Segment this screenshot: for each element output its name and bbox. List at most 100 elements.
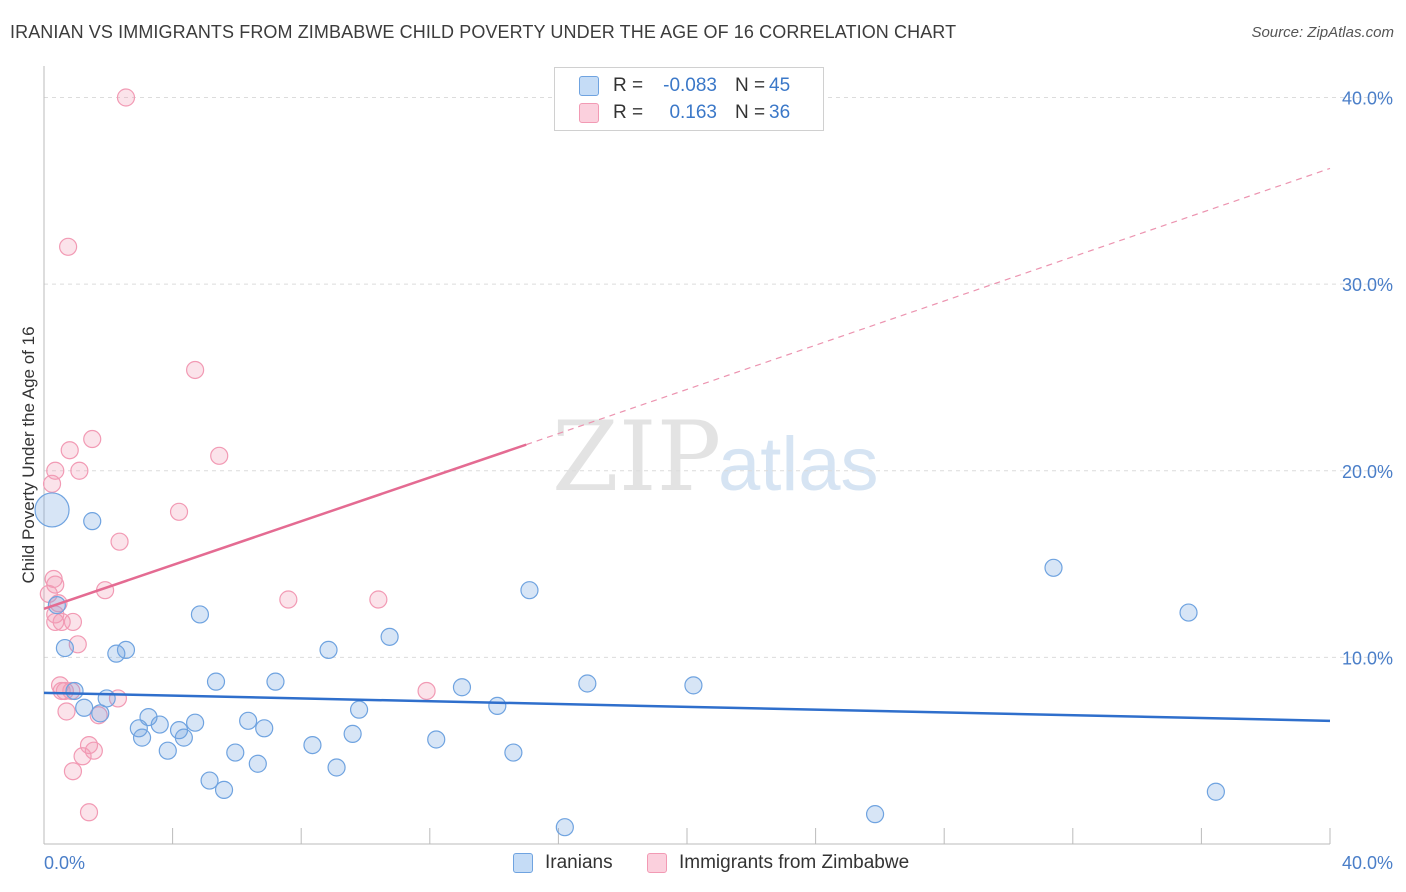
iranians-point [1044,558,1063,577]
iranians-point [684,676,703,695]
iranians-point [504,743,523,762]
iranians-point [266,672,285,691]
zimbabwe-swatch [579,103,599,123]
iranians-point [520,581,539,600]
iranians-point [174,728,193,747]
iranians-point [248,754,267,773]
iranians-point [452,678,472,697]
iranians-point [1179,603,1198,622]
iranians-point [865,805,885,824]
watermark-atlas: atlas [718,422,879,507]
iranians-legend-label: Iranians [545,852,613,873]
iranians-point [380,627,399,646]
zimbabwe-trend-line [43,443,527,611]
zimbabwe-point [63,762,83,781]
y-tick-label: 10.0% [1342,648,1393,668]
zimbabwe-points [39,88,436,822]
zimbabwe-point [417,681,436,701]
iranians-point [97,689,116,708]
iranians-point [488,696,507,715]
zimbabwe-point [79,735,99,755]
iranians-point [75,698,94,717]
zimbabwe-point [70,461,89,480]
zimbabwe-point [110,532,129,551]
gridlines [44,97,1392,658]
x-tick-label: 40.0% [1342,853,1393,873]
zimbabwe-point [369,590,388,609]
iranians-point [116,640,136,660]
iranians-points [34,492,1225,837]
zimbabwe-legend-swatch [647,853,667,873]
zimbabwe-point [63,612,83,632]
legend-item-zimbabwe: Immigrants from Zimbabwe [647,852,909,874]
iranians-point [319,640,338,660]
iranians-point [239,711,258,730]
y-axis-label: Child Poverty Under the Age of 16 [19,326,38,583]
zimbabwe-point [57,702,76,721]
n-label: N = [735,75,766,96]
iranians-point [206,672,226,691]
y-tick-label: 30.0% [1342,275,1393,295]
iranians-point [555,818,574,837]
iranians-point [150,715,169,734]
zimbabwe-point [116,88,136,107]
watermark: ZIP atlas [552,401,879,513]
iranians-point [303,735,322,755]
n-value: 45 [769,75,791,96]
iranians-swatch [579,76,599,96]
iranians-point [34,492,70,528]
iranians-point [132,728,152,747]
r-value: -0.083 [663,75,717,96]
series-legend: Iranians Immigrants from Zimbabwe [0,852,1406,878]
n-value: 36 [769,102,791,123]
iranians-point [255,719,274,738]
legend-row-iranians: R = -0.083 N = 45 [579,74,790,98]
y-tick-label: 20.0% [1342,462,1393,482]
r-label: R = [613,75,644,96]
n-label: N = [735,102,766,123]
iranians-point [1206,782,1225,801]
zimbabwe-point [73,747,92,766]
iranians-point [343,724,362,743]
iranians-point [186,713,205,732]
r-label: R = [613,102,644,123]
iranians-point [214,780,234,799]
zimbabwe-legend-label: Immigrants from Zimbabwe [679,852,910,873]
zimbabwe-point [84,741,103,760]
zimbabwe-trend-extension [526,167,1331,446]
zimbabwe-point [46,575,65,594]
axes [43,66,1331,845]
chart-title: IRANIAN VS IMMIGRANTS FROM ZIMBABWE CHIL… [10,22,957,42]
legend-item-iranians: Iranians [513,852,613,874]
iranians-point [349,700,369,719]
zimbabwe-point [169,502,189,521]
zimbabwe-point [55,681,74,701]
iranians-point [226,743,245,762]
iranians-legend-swatch [513,853,533,873]
legend-row-zimbabwe: R = 0.163 N = 36 [579,101,790,125]
iranians-point [158,741,177,760]
watermark-zip: ZIP [552,401,721,513]
trend-lines [43,167,1331,723]
iranians-point [327,758,346,777]
zimbabwe-point [79,803,99,822]
iranians-point [578,674,597,693]
source-label: Source: ZipAtlas.com [1251,24,1394,41]
iranians-trend-line [43,691,1331,723]
iranians-point [427,730,446,749]
iranians-point [65,681,84,701]
zimbabwe-point [83,429,102,449]
zimbabwe-point [46,461,65,480]
zimbabwe-point [59,237,78,256]
zimbabwe-point [60,441,79,460]
iranians-point [83,512,102,531]
iranians-point [190,605,210,624]
tick-labels: 10.0% 20.0% 30.0% 40.0% 0.0% 40.0% [44,89,1393,874]
zimbabwe-point [210,446,229,465]
correlation-legend: R = -0.083 N = 45 R = 0.163 N = 36 [554,67,824,131]
iranians-point [107,644,126,663]
zimbabwe-point [279,590,298,609]
y-tick-label: 40.0% [1342,89,1393,109]
iranians-point [200,771,219,790]
